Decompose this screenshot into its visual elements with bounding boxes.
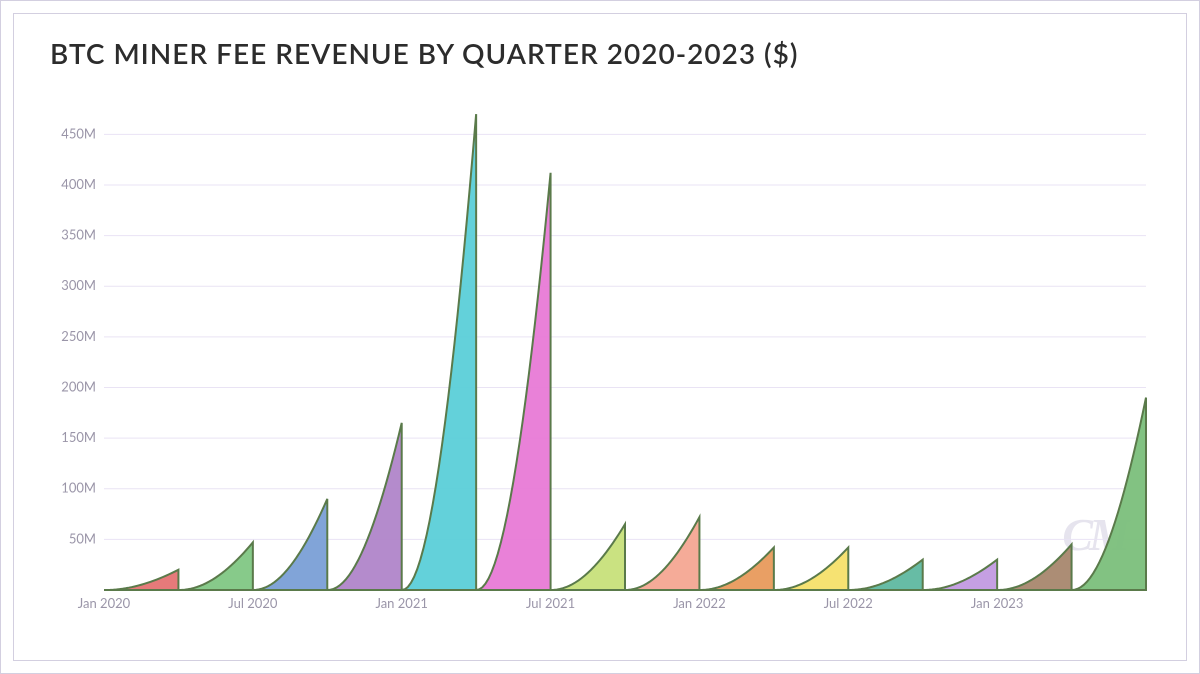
quarter-area <box>848 560 922 590</box>
y-tick-label: 400M <box>61 176 96 192</box>
x-tick-label: Jul 2020 <box>228 595 278 611</box>
quarter-area <box>253 499 327 590</box>
x-tick-label: Jan 2021 <box>375 595 427 611</box>
y-tick-label: 200M <box>61 378 96 394</box>
y-tick-label: 50M <box>69 530 96 546</box>
y-tick-label: 300M <box>61 277 96 293</box>
quarter-area <box>402 114 476 590</box>
quarter-area <box>997 544 1071 590</box>
chart-svg: CM50M100M150M200M250M300M350M400M450MJan… <box>104 109 1146 590</box>
chart-container: BTC MINER FEE REVENUE BY QUARTER 2020-20… <box>13 13 1187 661</box>
quarter-area <box>1072 398 1146 590</box>
quarter-area <box>625 517 699 590</box>
x-tick-label: Jan 2023 <box>971 595 1023 611</box>
quarter-area <box>699 547 773 590</box>
y-tick-label: 250M <box>61 328 96 344</box>
plot-region: CM50M100M150M200M250M300M350M400M450MJan… <box>104 109 1146 590</box>
x-tick-label: Jul 2021 <box>526 595 575 611</box>
quarter-area <box>327 423 401 590</box>
quarter-area <box>104 570 178 590</box>
quarter-area <box>923 560 997 590</box>
x-tick-label: Jul 2022 <box>824 595 873 611</box>
quarter-area <box>551 524 625 590</box>
chart-title: BTC MINER FEE REVENUE BY QUARTER 2020-20… <box>50 36 1158 70</box>
quarter-area <box>178 542 252 590</box>
y-tick-label: 100M <box>61 480 96 496</box>
x-tick-label: Jan 2022 <box>673 595 725 611</box>
quarter-area <box>774 547 848 590</box>
x-tick-label: Jan 2020 <box>78 595 131 611</box>
outer-frame: BTC MINER FEE REVENUE BY QUARTER 2020-20… <box>0 0 1200 674</box>
y-tick-label: 150M <box>61 429 96 445</box>
y-tick-label: 450M <box>61 125 96 141</box>
y-tick-label: 350M <box>61 227 96 243</box>
